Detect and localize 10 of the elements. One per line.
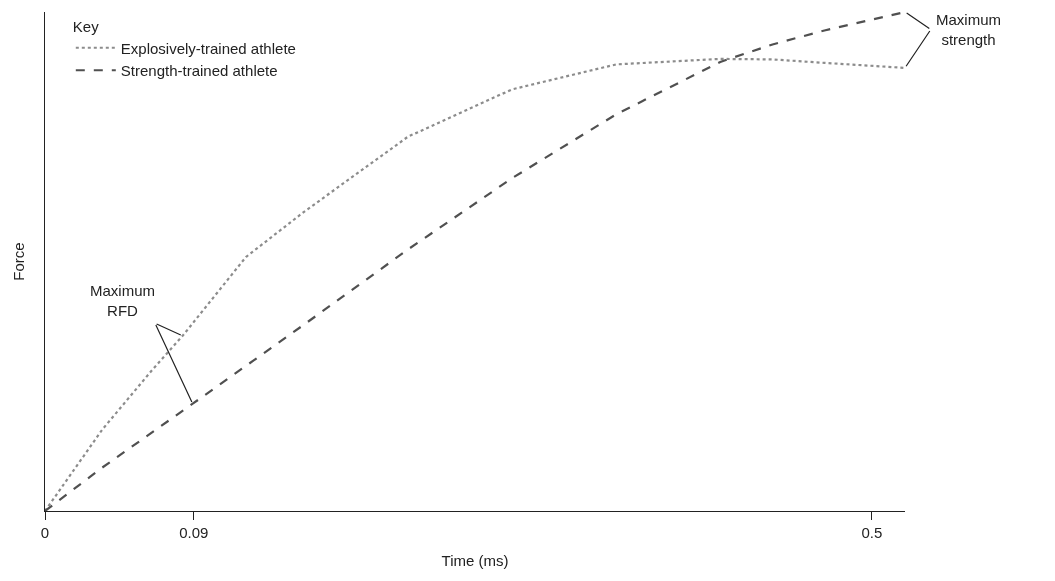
legend-label: Strength-trained athlete xyxy=(120,62,278,80)
x-tick-label: 0.5 xyxy=(861,524,883,541)
annotation: Maximum strength xyxy=(936,11,1002,48)
legend-label: Explosively-trained athlete xyxy=(120,39,296,57)
legend-title: Key xyxy=(72,17,100,35)
y-axis-title: Force xyxy=(10,242,28,281)
x-axis-title: Time (ms) xyxy=(441,552,509,569)
x-tick-label: 0.09 xyxy=(179,524,209,541)
x-tick-label: 0 xyxy=(40,524,50,541)
annotation: Maximum RFD xyxy=(90,282,156,319)
